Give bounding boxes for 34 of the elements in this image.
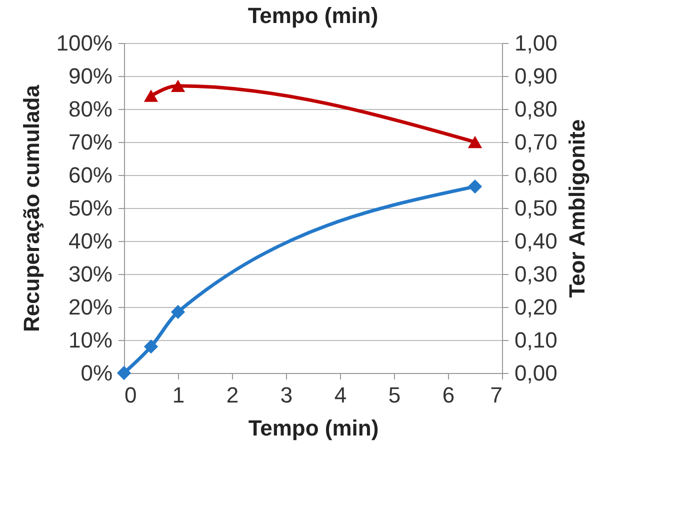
y2-tick-label: 0,00 <box>514 360 558 386</box>
y2-tick-label: 0,40 <box>514 228 558 254</box>
x-tick-label: 5 <box>388 382 401 408</box>
y2-tick-label: 0,70 <box>514 130 558 154</box>
chart-title: Tempo (min) <box>248 3 378 28</box>
x-axis-title: Tempo (min) <box>248 416 379 440</box>
y-tick-label: 40% <box>68 228 112 254</box>
y2-axis-title: Teor Ambligonite <box>564 119 590 298</box>
y-tick-label: 100% <box>56 30 112 56</box>
y-tick-label: 90% <box>68 64 112 88</box>
y-tick-label: 20% <box>68 294 112 320</box>
y2-tick-label: 0,50 <box>514 196 558 220</box>
y-tick-label: 50% <box>68 196 112 220</box>
y-tick-label: 80% <box>68 96 112 122</box>
y2-tick-label: 0,10 <box>514 328 558 352</box>
y-tick-label: 10% <box>68 328 112 352</box>
y2-tick-label: 0,30 <box>514 262 558 286</box>
y2-tick-label: 0,60 <box>514 162 558 188</box>
y2-tick-label: 1,00 <box>514 30 558 56</box>
y2-tick-label: 0,80 <box>514 96 558 122</box>
x-tick-label: 1 <box>172 382 185 408</box>
y-tick-label: 70% <box>68 130 112 154</box>
x-tick-label: 3 <box>280 382 293 408</box>
x-tick-label: 4 <box>334 382 347 408</box>
y-tick-label: 0% <box>80 360 112 386</box>
x-tick-label: 7 <box>490 382 502 408</box>
y-axis-title: Recuperação cumulada <box>19 84 44 332</box>
x-tick-label: 0 <box>124 382 137 408</box>
x-tick-label: 2 <box>226 382 239 408</box>
y2-tick-label: 0,90 <box>514 64 558 88</box>
x-tick-label: 6 <box>442 382 455 408</box>
y-tick-label: 30% <box>68 262 112 286</box>
y-tick-label: 60% <box>68 162 112 188</box>
y2-tick-label: 0,20 <box>514 294 558 320</box>
